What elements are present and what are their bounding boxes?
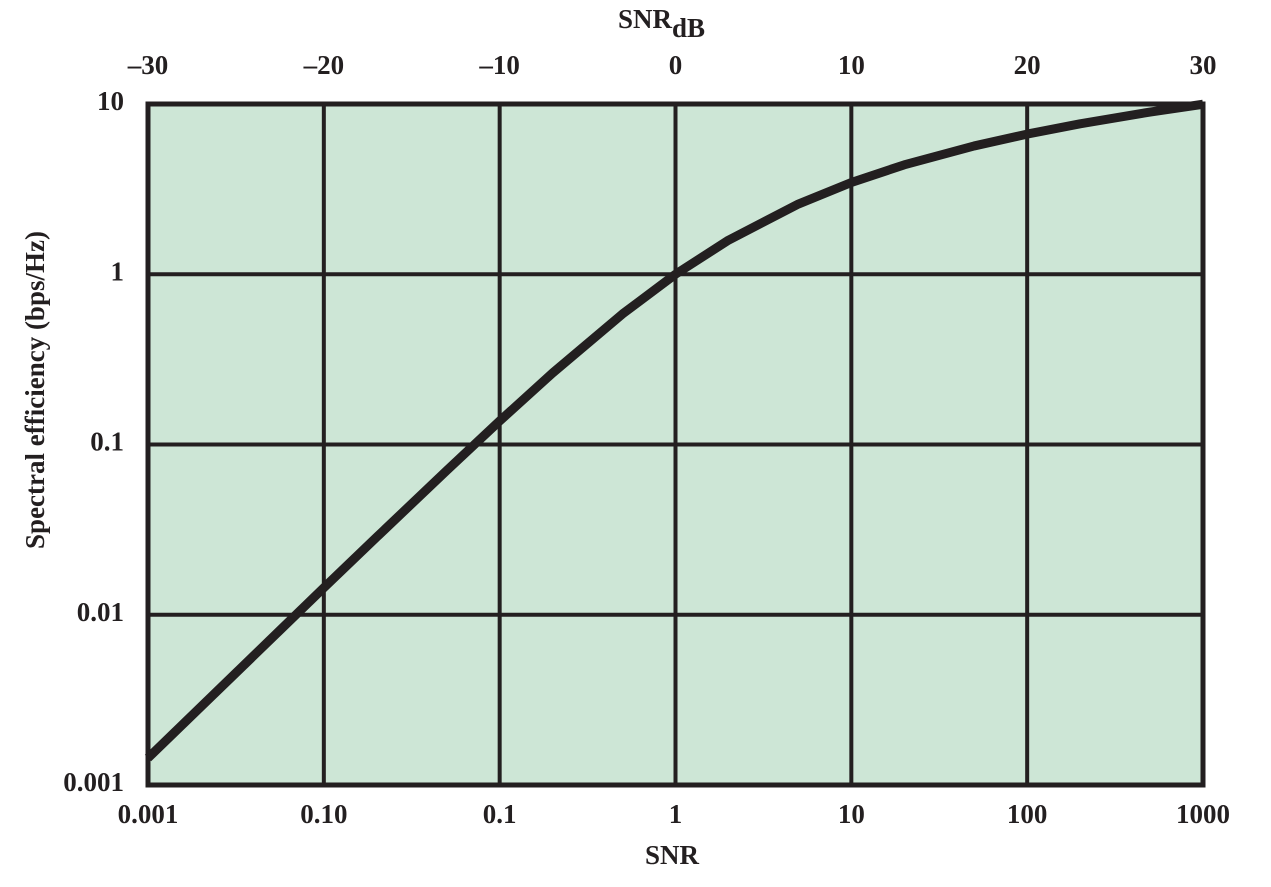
y-tick-label: 0.1 xyxy=(90,427,124,457)
x-tick-label: 100 xyxy=(1007,799,1048,829)
y-tick-label: 0.01 xyxy=(77,597,124,627)
x2-tick-label: –10 xyxy=(478,50,520,80)
x2-tick-label: 0 xyxy=(669,50,683,80)
x-tick-label: 1 xyxy=(669,799,683,829)
y-axis-title: Spectral efficiency (bps/Hz) xyxy=(20,231,50,549)
y-tick-label: 10 xyxy=(97,86,124,116)
x-tick-label: 0.10 xyxy=(300,799,347,829)
x2-tick-label: 30 xyxy=(1190,50,1217,80)
line xyxy=(144,99,1204,762)
x2-tick-label: –30 xyxy=(127,50,169,80)
x2-axis-title: SNR xyxy=(618,4,673,34)
x2-tick-label: –20 xyxy=(303,50,345,80)
x2-tick-label: 10 xyxy=(838,50,865,80)
x-tick-label: 0.1 xyxy=(483,799,517,829)
x-axis-title: SNR xyxy=(645,840,700,870)
x-tick-label: 1000 xyxy=(1176,799,1230,829)
plot-frame xyxy=(145,101,1206,788)
x2-tick-label: 20 xyxy=(1014,50,1041,80)
x2-axis-title-subscript: dB xyxy=(672,13,705,43)
y-tick-label: 1 xyxy=(111,256,125,286)
x-tick-label: 10 xyxy=(838,799,865,829)
y-tick-label: 0.001 xyxy=(63,767,124,797)
x-tick-label: 0.001 xyxy=(118,799,179,829)
